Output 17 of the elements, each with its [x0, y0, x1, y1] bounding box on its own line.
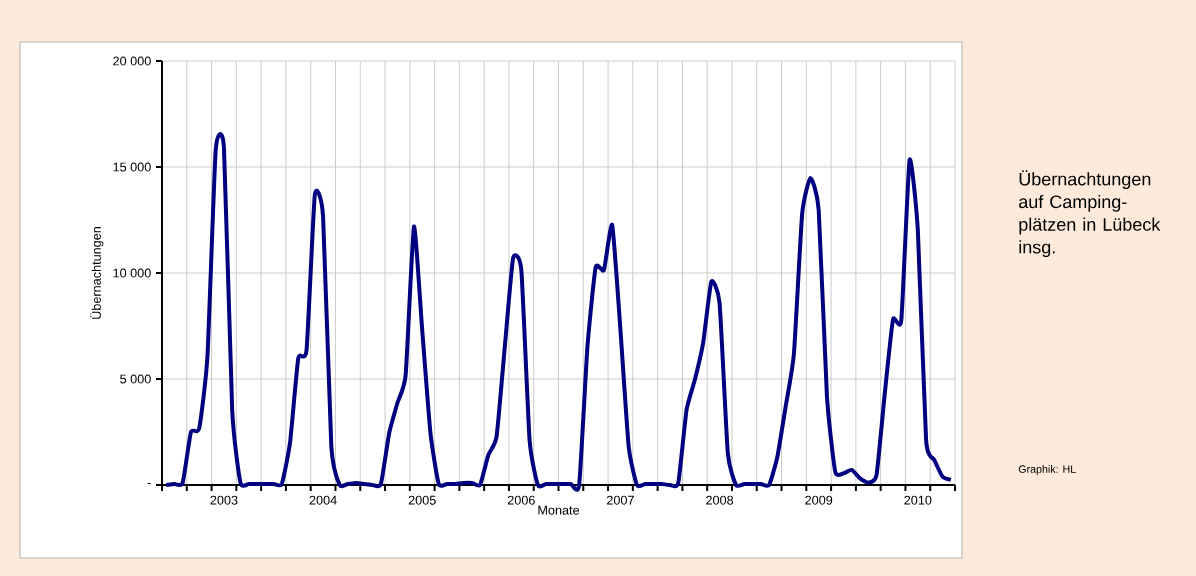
- x-tick-label: 2008: [706, 495, 734, 505]
- x-tick-label: 2003: [210, 495, 238, 505]
- text: Übernachtungen auf Camping-plätzen in Lübeck insg.: [1019, 170, 1161, 258]
- y-tick-label: 20 000: [113, 56, 151, 66]
- x-tick-label: 2006: [507, 495, 535, 505]
- x-tick-label: 2005: [408, 495, 436, 505]
- y-tick-label: 15 000: [113, 162, 151, 172]
- y-tick-label: 10 000: [113, 268, 151, 278]
- x-tick-label: 2009: [805, 495, 833, 505]
- x-axis-title: Monate: [538, 505, 580, 515]
- x-tick-label: 2010: [904, 495, 932, 505]
- y-tick-label: 5 000: [120, 374, 151, 384]
- x-tick-label: 2004: [309, 495, 337, 505]
- y-axis-title: Übernachtungen: [90, 227, 104, 319]
- y-tick-label: -: [147, 483, 151, 485]
- x-tick-label: 2007: [606, 495, 634, 505]
- text: Graphik: HL: [1018, 465, 1076, 475]
